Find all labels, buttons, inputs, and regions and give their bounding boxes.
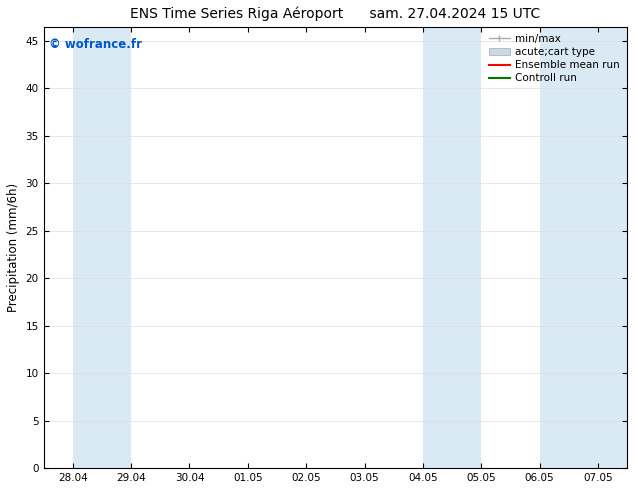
Y-axis label: Precipitation (mm/6h): Precipitation (mm/6h) <box>7 183 20 312</box>
Text: © wofrance.fr: © wofrance.fr <box>49 38 143 51</box>
Title: ENS Time Series Riga Aéroport      sam. 27.04.2024 15 UTC: ENS Time Series Riga Aéroport sam. 27.04… <box>130 7 540 22</box>
Bar <box>423 27 481 468</box>
Bar <box>540 27 627 468</box>
Bar <box>73 27 131 468</box>
Legend: min/max, acute;cart type, Ensemble mean run, Controll run: min/max, acute;cart type, Ensemble mean … <box>485 30 624 88</box>
